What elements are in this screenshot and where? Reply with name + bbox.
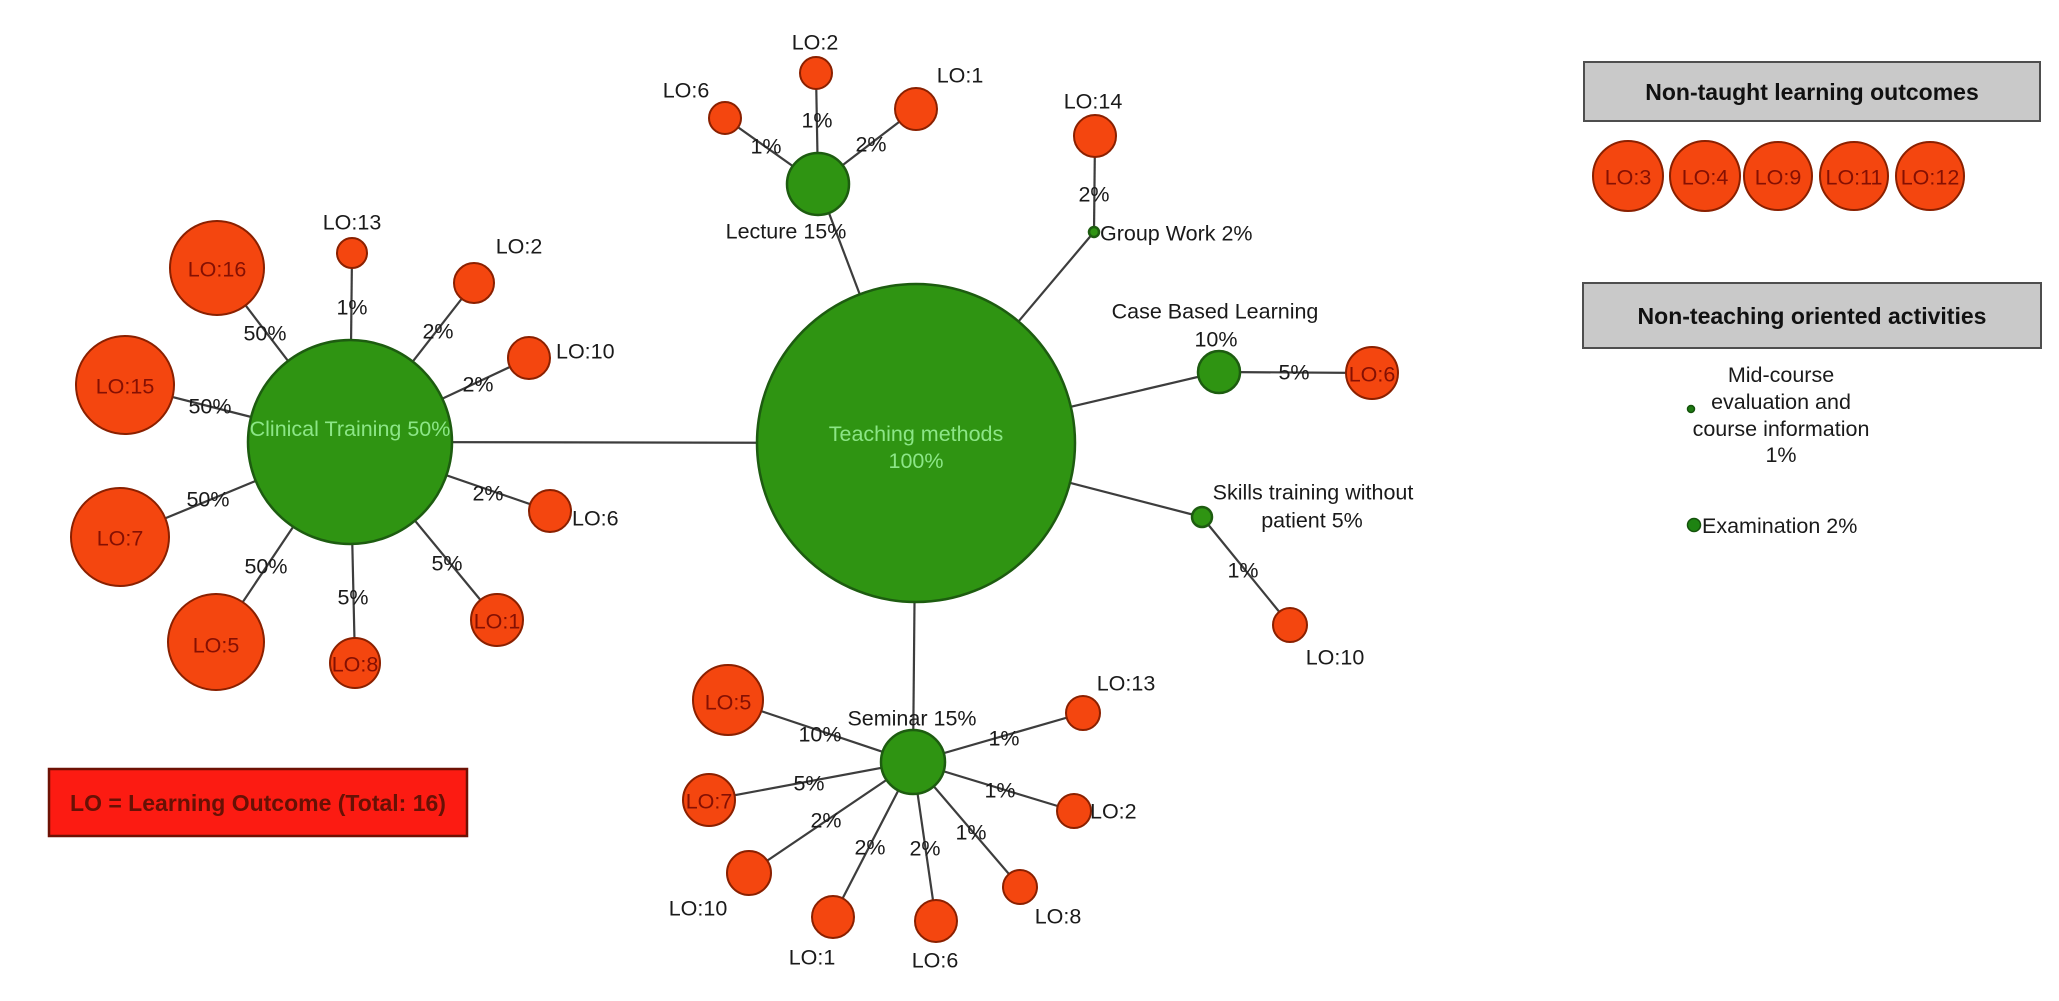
svg-text:Group Work 2%: Group Work 2% [1100,222,1253,246]
svg-text:2%: 2% [1078,183,1109,207]
svg-text:2%: 2% [462,373,493,397]
svg-text:LO = Learning Outcome (Total:: LO = Learning Outcome (Total: 16) [70,790,446,816]
svg-text:Lecture 15%: Lecture 15% [726,220,847,244]
svg-text:10%: 10% [1194,328,1237,352]
svg-text:LO:7: LO:7 [686,790,733,814]
svg-text:LO:2: LO:2 [792,31,839,55]
svg-text:2%: 2% [854,836,885,860]
svg-text:1%: 1% [988,727,1019,751]
svg-text:1%: 1% [984,779,1015,803]
svg-text:LO:14: LO:14 [1064,90,1123,114]
svg-text:LO:10: LO:10 [1306,646,1365,670]
svg-text:evaluation and: evaluation and [1711,390,1851,414]
svg-text:5%: 5% [431,552,462,576]
svg-text:1%: 1% [336,296,367,320]
svg-text:LO:9: LO:9 [1755,166,1802,190]
svg-text:2%: 2% [855,133,886,157]
svg-text:Mid-course: Mid-course [1728,363,1834,387]
svg-text:Clinical Training 50%: Clinical Training 50% [250,417,451,441]
svg-text:10%: 10% [798,723,841,747]
svg-text:50%: 50% [186,488,229,512]
svg-text:LO:6: LO:6 [572,507,619,531]
svg-text:1%: 1% [801,109,832,133]
svg-text:LO:1: LO:1 [789,946,836,970]
svg-text:5%: 5% [1278,361,1309,385]
svg-text:LO:10: LO:10 [556,340,615,364]
svg-text:LO:1: LO:1 [474,610,521,634]
svg-text:1%: 1% [1765,443,1796,467]
svg-text:1%: 1% [955,821,986,845]
svg-text:2%: 2% [909,837,940,861]
svg-text:LO:13: LO:13 [323,211,382,235]
svg-text:5%: 5% [337,586,368,610]
svg-text:50%: 50% [243,322,286,346]
svg-text:5%: 5% [793,772,824,796]
svg-text:1%: 1% [750,135,781,159]
svg-text:LO:6: LO:6 [663,79,710,103]
svg-text:Non-teaching oriented activiti: Non-teaching oriented activities [1638,303,1987,329]
svg-text:1%: 1% [1227,559,1258,583]
svg-text:50%: 50% [188,395,231,419]
svg-text:LO:4: LO:4 [1682,166,1729,190]
svg-text:LO:2: LO:2 [496,235,543,259]
svg-text:LO:15: LO:15 [96,375,155,399]
svg-text:Skills training without: Skills training without [1213,481,1414,505]
svg-text:Non-taught learning outcomes: Non-taught learning outcomes [1645,79,1979,105]
svg-text:course information: course information [1693,417,1870,441]
svg-text:LO:2: LO:2 [1090,800,1137,824]
svg-text:patient 5%: patient 5% [1261,509,1363,533]
svg-text:LO:16: LO:16 [188,258,247,282]
svg-text:LO:10: LO:10 [669,897,728,921]
svg-text:LO:12: LO:12 [1901,166,1960,190]
svg-text:LO:7: LO:7 [97,527,144,551]
svg-text:LO:6: LO:6 [1349,363,1396,387]
svg-text:2%: 2% [810,809,841,833]
svg-text:2%: 2% [422,320,453,344]
svg-text:LO:5: LO:5 [705,691,752,715]
svg-text:LO:1: LO:1 [937,64,984,88]
svg-text:Seminar 15%: Seminar 15% [847,707,976,731]
svg-text:LO:8: LO:8 [1035,905,1082,929]
svg-text:100%: 100% [889,449,944,473]
svg-text:Teaching methods: Teaching methods [829,422,1004,446]
svg-text:LO:8: LO:8 [332,653,379,677]
svg-text:LO:6: LO:6 [912,949,959,973]
svg-text:Examination 2%: Examination 2% [1702,514,1857,538]
svg-text:LO:5: LO:5 [193,634,240,658]
svg-text:2%: 2% [472,482,503,506]
svg-text:LO:13: LO:13 [1097,672,1156,696]
svg-text:50%: 50% [244,555,287,579]
svg-text:Case Based Learning: Case Based Learning [1112,300,1319,324]
svg-text:LO:11: LO:11 [1826,166,1883,190]
svg-text:LO:3: LO:3 [1605,166,1652,190]
